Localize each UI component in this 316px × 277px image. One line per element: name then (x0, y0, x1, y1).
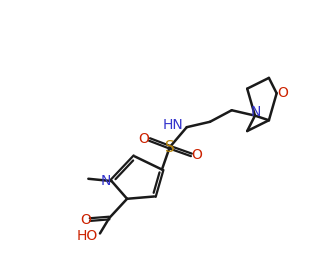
Text: HO: HO (76, 229, 98, 243)
Text: N: N (251, 105, 261, 119)
Text: N: N (100, 174, 111, 188)
Text: S: S (165, 140, 174, 155)
Text: O: O (191, 148, 202, 162)
Text: O: O (81, 212, 91, 227)
Text: HN: HN (162, 118, 183, 132)
Text: O: O (139, 132, 149, 146)
Text: O: O (277, 86, 288, 100)
